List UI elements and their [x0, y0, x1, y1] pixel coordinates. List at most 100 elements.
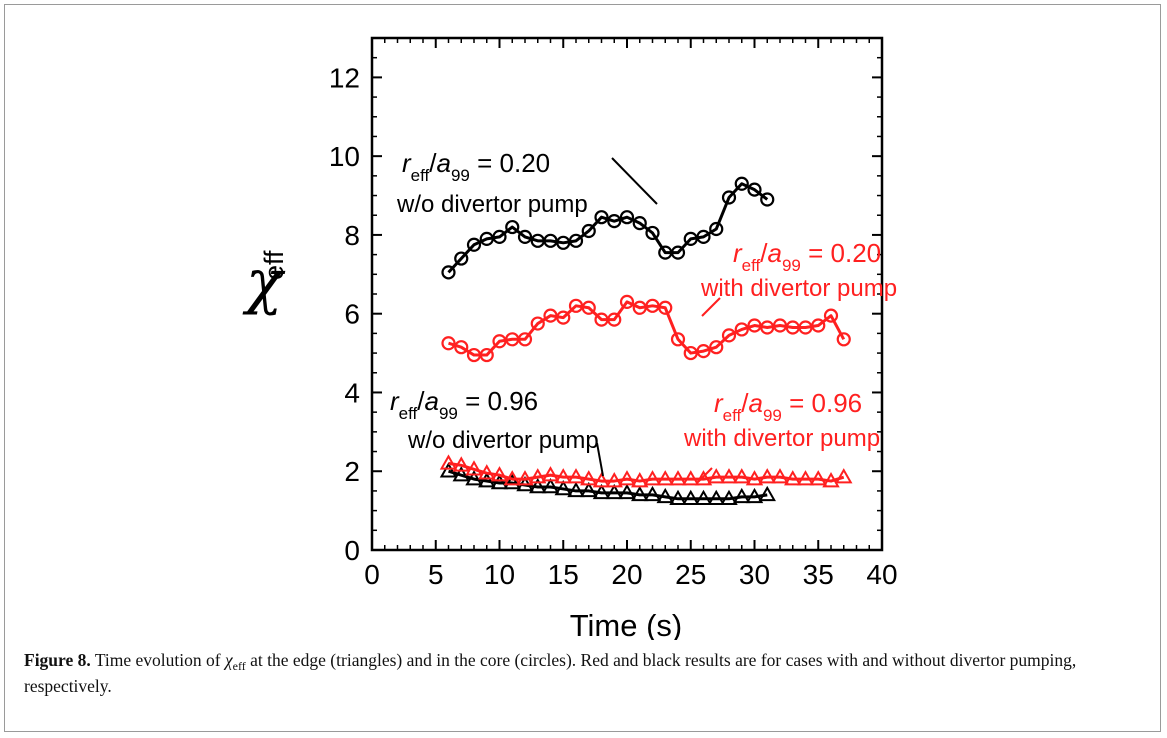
data-point-triangle	[567, 481, 585, 498]
svg-text:with divertor pump: with divertor pump	[700, 275, 897, 302]
x-tick-label: 20	[611, 559, 642, 590]
caption-text-post: at the edge (triangles) and in the core …	[24, 650, 1077, 696]
data-point-circle	[632, 216, 647, 231]
y-axis-label-chi: χ	[242, 247, 286, 317]
y-tick-label: 0	[344, 535, 360, 566]
annotation-core-red: reff/a99 = 0.20 with divertor pump	[700, 238, 897, 302]
data-point-triangle	[452, 456, 470, 472]
data-point-circle	[505, 219, 520, 235]
data-point-triangle	[822, 472, 840, 488]
caption-text-pre: Time evolution of	[90, 650, 225, 670]
data-point-circle	[709, 340, 724, 355]
data-point-triangle	[745, 470, 764, 486]
data-point-circle	[517, 229, 533, 244]
data-point-triangle	[541, 466, 560, 482]
data-point-circle	[696, 344, 711, 359]
data-point-circle	[836, 332, 851, 347]
caption-label: Figure 8.	[24, 650, 91, 670]
data-point-triangle	[503, 470, 521, 486]
x-tick-label: 5	[428, 559, 444, 590]
data-point-circle	[594, 210, 609, 225]
data-point-triangle	[580, 481, 598, 498]
svg-text:reff/a99 = 0.20: reff/a99 = 0.20	[402, 148, 550, 185]
data-point-triangle	[631, 472, 649, 488]
data-point-triangle	[682, 489, 700, 506]
data-point-circle	[441, 336, 456, 351]
data-point-triangle	[592, 483, 611, 500]
figure-frame	[4, 4, 1161, 732]
data-point-triangle	[809, 470, 827, 486]
series-line	[448, 469, 768, 501]
data-point-circle	[556, 310, 571, 325]
y-tick-label: 10	[329, 141, 360, 172]
data-point-circle	[492, 229, 507, 244]
data-point-circle	[619, 210, 635, 225]
data-point-triangle	[694, 489, 713, 506]
figure-caption: Figure 8. Time evolution of χeff at the …	[24, 648, 1144, 698]
pointer-line-edge-red	[697, 467, 713, 483]
data-point-triangle	[618, 470, 636, 486]
svg-text:w/o divertor pump: w/o divertor pump	[407, 427, 599, 454]
x-tick-label: 30	[739, 559, 770, 590]
data-point-triangle	[439, 454, 458, 470]
svg-text:reff/a99 = 0.20: reff/a99 = 0.20	[733, 238, 881, 275]
data-point-circle	[619, 294, 635, 309]
pointer-line-core-black	[611, 157, 658, 205]
data-point-triangle	[618, 483, 636, 500]
annotation-edge-black: reff/a99 = 0.96 w/o divertor pump	[390, 386, 599, 454]
data-point-triangle	[745, 487, 764, 504]
chart: 0 5 10 15 20 25 30 35 40 0 2 4 6 8 10 12 Time (s) χ eff…	[242, 36, 898, 640]
data-point-triangle	[707, 468, 725, 484]
data-point-circle	[581, 223, 596, 239]
x-axis-label: Time (s)	[570, 608, 683, 640]
series-layer	[439, 176, 853, 506]
data-point-triangle	[465, 460, 483, 476]
data-point-triangle	[669, 470, 687, 486]
data-point-circle	[823, 308, 839, 323]
y-tick-label: 6	[344, 299, 360, 330]
data-point-triangle	[835, 468, 853, 484]
data-point-triangle	[694, 470, 713, 486]
data-point-circle	[645, 225, 660, 241]
data-point-triangle	[490, 466, 509, 482]
data-point-triangle	[580, 470, 598, 486]
data-point-triangle	[516, 470, 534, 486]
data-point-triangle	[796, 470, 815, 486]
x-tick-label: 35	[803, 559, 834, 590]
data-point-triangle	[567, 468, 585, 484]
data-point-triangle	[490, 474, 509, 490]
data-point-circle	[607, 312, 622, 327]
x-tick-label: 0	[364, 559, 380, 590]
data-point-circle	[454, 340, 469, 355]
data-point-triangle	[478, 464, 496, 480]
data-point-triangle	[771, 468, 789, 484]
data-point-triangle	[554, 468, 572, 484]
data-point-circle	[441, 265, 456, 280]
data-point-triangle	[452, 466, 470, 482]
data-point-circle	[734, 322, 749, 337]
x-tick-label: 15	[548, 559, 579, 590]
data-point-triangle	[669, 489, 687, 506]
series-line	[448, 461, 845, 483]
y-tick-label: 2	[344, 456, 360, 487]
data-point-circle	[709, 221, 724, 237]
data-point-circle	[568, 233, 584, 248]
data-point-triangle	[465, 470, 483, 486]
data-point-circle	[747, 182, 762, 197]
data-point-circle	[479, 347, 494, 363]
data-point-circle	[760, 192, 775, 207]
data-point-circle	[517, 332, 533, 347]
data-point-triangle	[643, 470, 662, 486]
data-point-triangle	[592, 472, 611, 488]
annotation-edge-red: reff/a99 = 0.96 with divertor pump	[683, 388, 880, 452]
x-tick-label: 25	[675, 559, 706, 590]
data-point-triangle	[541, 477, 560, 494]
x-tick-label: 40	[866, 559, 897, 590]
svg-text:w/o divertor pump: w/o divertor pump	[396, 191, 588, 218]
data-point-circle	[454, 251, 469, 266]
data-point-triangle	[682, 470, 700, 486]
data-point-triangle	[720, 489, 738, 506]
caption-chi: χ	[224, 650, 233, 670]
data-point-triangle	[733, 487, 751, 504]
data-point-circle	[670, 332, 686, 347]
